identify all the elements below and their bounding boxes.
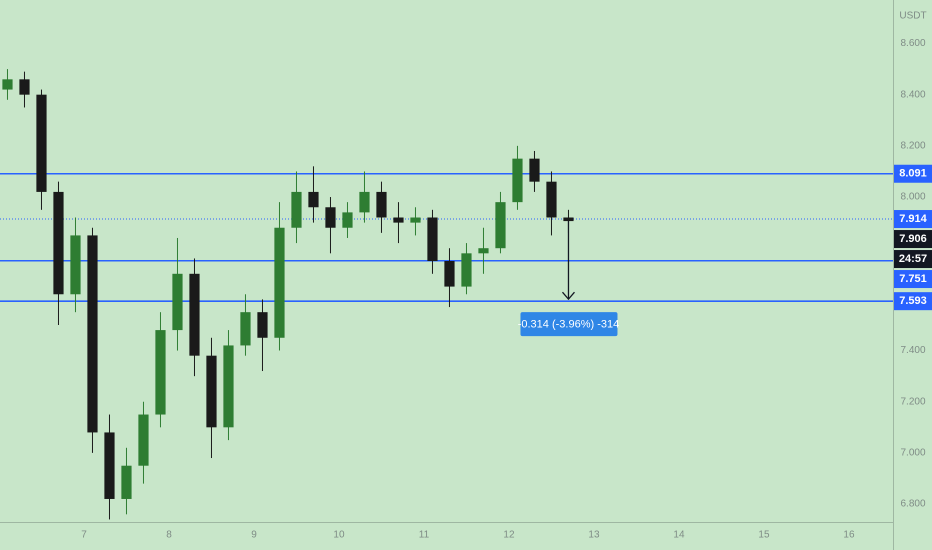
currency-label: USDT (899, 11, 926, 22)
candle-body (138, 414, 149, 466)
price-label-bg (894, 210, 932, 229)
price-label: 7.906 (899, 233, 927, 245)
candle-body (478, 248, 489, 254)
candle-body (512, 158, 523, 203)
candle-body (189, 273, 200, 356)
candle-body (461, 253, 472, 287)
price-label-bg (894, 250, 932, 269)
candle-body (121, 465, 132, 499)
candle-body (563, 217, 574, 222)
candle-body (257, 312, 268, 338)
y-tick-label: 7.200 (900, 396, 925, 407)
x-tick-label: 13 (588, 530, 600, 541)
candle-body (393, 217, 404, 223)
candle-body (410, 217, 421, 223)
x-tick-label: 11 (419, 530, 430, 541)
price-label: 8.091 (899, 168, 927, 180)
candle-body (291, 191, 302, 228)
candle-body (325, 207, 336, 228)
x-tick-label: 10 (333, 530, 345, 541)
candle-body (2, 79, 13, 90)
measure-box (520, 312, 618, 337)
measure-arrowhead (561, 291, 575, 301)
candle-body (342, 212, 353, 228)
candle-body (427, 217, 438, 261)
y-tick-label: 8.400 (900, 89, 925, 100)
price-label: 7.751 (899, 273, 927, 285)
x-tick-label: 8 (166, 530, 172, 541)
candle-body (104, 432, 115, 499)
x-tick-label: 7 (81, 530, 87, 541)
price-label-bg (894, 230, 932, 249)
candle-body (19, 79, 30, 95)
candle-body (359, 191, 370, 213)
candle-body (36, 94, 47, 192)
price-label-bg (894, 164, 932, 183)
measure-label: -0.314 (-3.96%) -314 (518, 319, 620, 331)
candle-body (308, 191, 319, 208)
y-tick-label: 8.200 (900, 140, 925, 151)
candle-body (172, 273, 183, 331)
candle-body (70, 235, 81, 295)
candle-body (240, 312, 251, 346)
candle-body (274, 227, 285, 338)
y-tick-label: 7.400 (900, 345, 925, 356)
candle-body (53, 191, 64, 295)
x-tick-label: 14 (673, 530, 685, 541)
price-label: 7.914 (899, 213, 927, 225)
price-label-bg (894, 270, 932, 289)
x-tick-label: 15 (758, 530, 770, 541)
candle-body (223, 345, 234, 428)
candle-body (87, 235, 98, 433)
x-tick-label: 12 (503, 530, 515, 541)
candle-body (376, 191, 387, 218)
price-label-bg (894, 292, 932, 311)
y-tick-label: 8.600 (900, 38, 925, 49)
price-label: 7.593 (899, 295, 927, 307)
x-tick-label: 16 (843, 530, 855, 541)
countdown-label: 24:57 (899, 253, 927, 265)
candle-body (529, 158, 540, 182)
y-tick-label: 8.000 (900, 192, 925, 203)
x-tick-label: 9 (251, 530, 257, 541)
candle-body (444, 261, 455, 287)
candle-body (206, 355, 217, 428)
candle-body (546, 181, 557, 218)
candle-body (155, 330, 166, 415)
y-tick-label: 7.000 (900, 448, 925, 459)
candle-body (495, 202, 506, 249)
y-tick-label: 6.800 (900, 499, 925, 510)
